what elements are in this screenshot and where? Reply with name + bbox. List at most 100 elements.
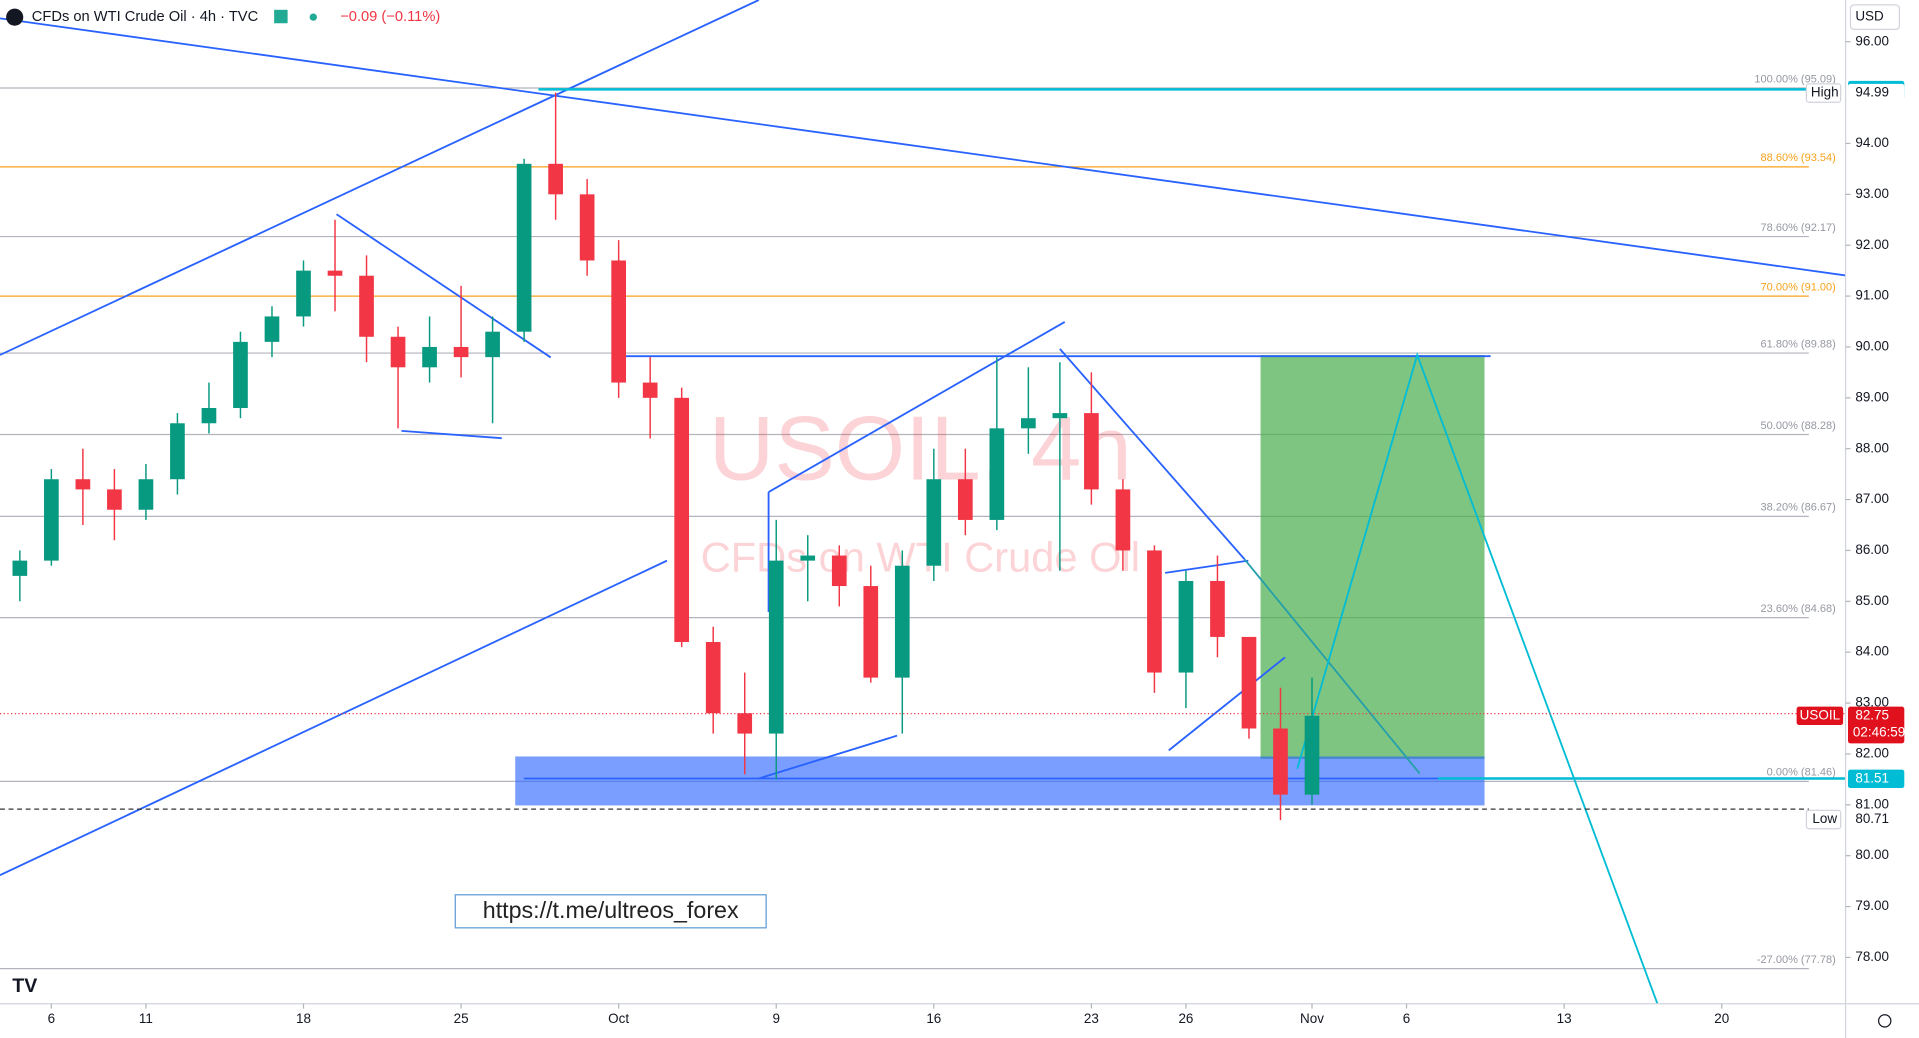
projection-path xyxy=(1296,352,1660,1007)
x-tick-label: 6 xyxy=(1403,1011,1410,1026)
y-tick-label: 87.00 xyxy=(1855,491,1889,506)
tag-name-box xyxy=(1805,809,1842,830)
x-tick-label: 25 xyxy=(454,1011,469,1026)
fib-label: 70.00% (91.00) xyxy=(1761,281,1836,293)
price-tag-label: 82.75 xyxy=(1855,707,1889,722)
link-text[interactable]: https://t.me/ultreos_forex xyxy=(483,897,739,923)
fib-label: 23.60% (84.68) xyxy=(1761,603,1836,615)
target-zone xyxy=(1260,354,1485,759)
candle-body xyxy=(264,316,280,342)
y-tick-label: 79.00 xyxy=(1855,898,1889,913)
y-tick-label: 85.00 xyxy=(1855,593,1889,608)
y-tick-label: 78.00 xyxy=(1855,949,1889,964)
candles xyxy=(12,92,1320,821)
candle-body xyxy=(201,408,217,424)
price-tag xyxy=(1848,83,1905,103)
price-tag-label: 81.51 xyxy=(1855,770,1889,785)
currency-button[interactable] xyxy=(1849,4,1901,30)
trend-line xyxy=(768,321,1066,493)
fib-label: 38.20% (86.67) xyxy=(1761,502,1836,514)
y-tick-label: 92.00 xyxy=(1855,237,1889,252)
candle-body xyxy=(327,270,343,276)
candle-body xyxy=(1115,489,1131,551)
fib-label: 100.00% (95.09) xyxy=(1754,73,1835,85)
watermark-title: USOIL, 4h xyxy=(709,398,1132,499)
time-axis xyxy=(0,1003,1919,1038)
trend-line xyxy=(1243,558,1421,775)
trend-line xyxy=(0,559,668,877)
tag-name: High xyxy=(1811,85,1839,100)
price-tag-label: 94.99 xyxy=(1855,85,1889,100)
fib-label: 78.60% (92.17) xyxy=(1761,222,1836,234)
x-tick-label: 6 xyxy=(48,1011,55,1026)
candle-body xyxy=(1210,580,1225,637)
candle-body xyxy=(170,423,185,480)
candle-body xyxy=(422,346,437,368)
x-tick-label: 13 xyxy=(1557,1011,1572,1026)
tag-name: USOIL xyxy=(1800,707,1841,722)
candle-body xyxy=(579,194,595,261)
x-tick-label: 23 xyxy=(1084,1011,1099,1026)
logo: TV xyxy=(12,975,37,997)
fib-label: 0.00% (81.46) xyxy=(1767,767,1836,779)
candle-body xyxy=(75,479,91,490)
y-tick-label: 90.00 xyxy=(1855,339,1889,354)
candle-body xyxy=(359,275,374,337)
watermark-subtitle: CFDs on WTI Crude Oil xyxy=(701,534,1140,581)
currency[interactable]: USD xyxy=(1855,9,1884,24)
y-tick-label: 81.00 xyxy=(1855,796,1889,811)
candle-body xyxy=(831,555,847,587)
candle-body xyxy=(1304,715,1320,795)
candle-body xyxy=(107,489,122,510)
candle-body xyxy=(44,479,59,561)
candle-body xyxy=(863,586,879,678)
x-tick-label: Oct xyxy=(608,1011,629,1026)
candle-body xyxy=(1147,550,1162,673)
candle-body xyxy=(926,479,942,566)
price-tag xyxy=(1848,769,1905,789)
candle-body xyxy=(1021,418,1036,429)
candle-body xyxy=(674,397,690,643)
x-tick-label: 16 xyxy=(926,1011,941,1026)
price-tag xyxy=(1848,810,1905,829)
x-tick-label: Nov xyxy=(1300,1011,1324,1026)
candle-body xyxy=(1273,728,1288,795)
trend-line xyxy=(401,429,502,440)
candle-body xyxy=(1241,636,1257,729)
y-tick-label: 94.00 xyxy=(1855,135,1889,150)
y-tick-label: 91.00 xyxy=(1855,288,1889,303)
fib-label: -27.00% (77.78) xyxy=(1757,954,1836,966)
candle-body xyxy=(642,382,658,398)
trend-line xyxy=(1168,656,1286,752)
x-tick-label: 11 xyxy=(139,1011,153,1026)
candle-body xyxy=(768,560,784,734)
trend-line xyxy=(336,213,552,359)
y-tick-label: 86.00 xyxy=(1855,542,1889,557)
drawings xyxy=(0,0,1846,1007)
tag-name-box xyxy=(1805,83,1842,103)
price-axis xyxy=(1845,0,1919,1038)
candle-body xyxy=(548,163,563,195)
candle-body xyxy=(989,428,1005,520)
x-tick-label: 20 xyxy=(1714,1011,1729,1026)
candle-body xyxy=(453,346,469,358)
candle-body xyxy=(516,163,532,332)
trend-line xyxy=(0,0,760,356)
status-icon xyxy=(274,9,288,24)
symbol-icon xyxy=(6,8,24,26)
candle-body xyxy=(12,560,28,576)
trend-line xyxy=(0,17,1846,277)
countdown: 02:46:59 xyxy=(1853,724,1905,739)
x-tick-label: 26 xyxy=(1178,1011,1193,1026)
settings-icon[interactable] xyxy=(1878,1014,1892,1028)
candle-body xyxy=(611,260,626,383)
trend-line xyxy=(1059,348,1246,560)
candle-body xyxy=(1052,413,1068,419)
candle-body xyxy=(1178,580,1194,673)
symbol-title: CFDs on WTI Crude Oil · 4h · TVC xyxy=(32,9,259,25)
trend-line xyxy=(758,734,898,780)
y-tick-label: 96.00 xyxy=(1855,33,1889,48)
y-tick-label: 93.00 xyxy=(1855,186,1889,201)
y-tick-label: 89.00 xyxy=(1855,389,1889,404)
candle-body xyxy=(737,713,753,734)
